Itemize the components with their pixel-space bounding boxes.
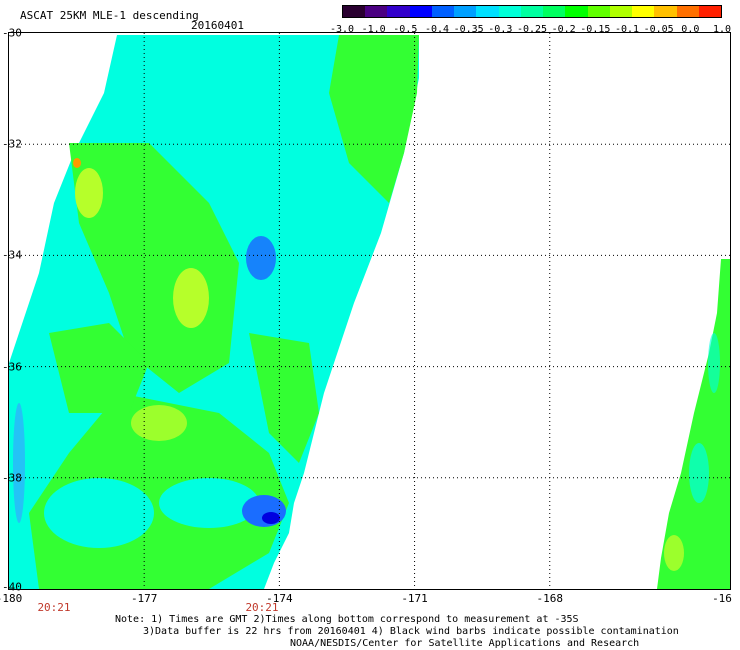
longitude-label: -180 <box>0 592 23 605</box>
colorbar-tick-label: -0.3 <box>488 24 513 35</box>
colorbar-swatch <box>565 6 588 17</box>
colorbar-tick-label: -0.5 <box>393 24 418 35</box>
swath-green-area <box>329 35 419 203</box>
colorbar-tick-label: 1.0 <box>712 24 732 35</box>
colorbar-swatch <box>454 6 477 17</box>
latitude-label: -34 <box>2 248 22 262</box>
map-frame <box>8 32 731 590</box>
colorbar-swatch <box>632 6 655 17</box>
swath-yellow-area <box>173 268 209 328</box>
time-label: 20:21 <box>245 601 279 614</box>
colorbar-tick-label: -1.0 <box>361 24 386 35</box>
latitude-label: -36 <box>2 360 22 374</box>
colorbar-swatch <box>476 6 499 17</box>
colorbar-tick-label: -3.0 <box>329 24 355 35</box>
colorbar-swatch <box>654 6 677 17</box>
longitude-label: -168 <box>536 592 564 605</box>
latitude-label: -32 <box>2 137 22 151</box>
colorbar-swatch <box>387 6 410 17</box>
swath-cyan-area <box>44 478 154 548</box>
colorbar-swatch <box>676 6 699 17</box>
swath-orange-pixel <box>73 158 81 168</box>
map-title: ASCAT 25KM MLE-1 descending <box>20 9 199 22</box>
swath-blue-area <box>242 495 286 527</box>
swath-cyan-area <box>689 443 709 503</box>
swath-green-area <box>69 143 239 393</box>
swath-map <box>9 33 730 589</box>
swath-yellow-area <box>131 405 187 441</box>
colorbar-swatch <box>498 6 521 17</box>
swath-cyan-area <box>209 73 319 153</box>
note-line: Note: 1) Times are GMT 2)Times along bot… <box>115 614 579 625</box>
colorbar-tick-label: 0.0 <box>681 24 700 35</box>
latitude-label: -30 <box>2 26 22 40</box>
colorbar-swatch <box>698 6 721 17</box>
time-label: 20:21 <box>37 601 71 614</box>
note-line: 3)Data buffer is 22 hrs from 20160401 4)… <box>143 626 679 637</box>
colorbar-swatch <box>365 6 388 17</box>
colorbar-tick-label: -0.15 <box>580 24 611 35</box>
colorbar-tick-label: -0.35 <box>453 24 484 35</box>
colorbar-tick-label: -0.4 <box>424 24 450 35</box>
colorbar-swatch <box>409 6 432 17</box>
swath-green-area <box>49 323 149 413</box>
swath-blue-area <box>246 236 276 280</box>
map-date: 20160401 <box>191 19 244 32</box>
swath-blue-edge <box>13 403 25 523</box>
latitude-label: -38 <box>2 471 22 485</box>
colorbar-tick-label: -0.25 <box>516 24 548 35</box>
colorbar-swatch <box>587 6 610 17</box>
colorbar-tick-label: -0.2 <box>551 24 576 35</box>
longitude-label: -177 <box>130 592 158 605</box>
longitude-label: -16 <box>712 592 732 605</box>
colorbar-swatch <box>520 6 544 17</box>
colorbar <box>342 5 722 18</box>
swath-green-area <box>249 333 319 463</box>
colorbar-tick-label: -0.05 <box>643 24 674 35</box>
colorbar-ticks: -3.0 -1.0 -0.5 -0.4 -0.35 -0.3 -0.25 -0.2 -0.15-… <box>330 24 740 38</box>
colorbar-tick-label: -0.1 <box>614 24 640 35</box>
note-line: NOAA/NESDIS/Center for Satellite Applica… <box>290 638 640 649</box>
swath-yellow-area <box>664 535 684 571</box>
colorbar-swatch <box>543 6 566 17</box>
swath-cyan-area <box>708 333 720 393</box>
swath-blue-core <box>262 512 280 524</box>
footnotes: Note: 1) Times are GMT 2)Times along bot… <box>115 614 679 650</box>
swath-yellow-area <box>75 168 103 218</box>
longitude-label: -174 <box>266 592 293 605</box>
colorbar-swatch <box>609 6 633 17</box>
colorbar-swatch <box>343 6 366 17</box>
longitude-label: -171 <box>401 592 428 605</box>
swath-cyan-area <box>159 478 259 528</box>
latitude-label: -40 <box>2 580 22 594</box>
colorbar-swatch <box>431 6 455 17</box>
